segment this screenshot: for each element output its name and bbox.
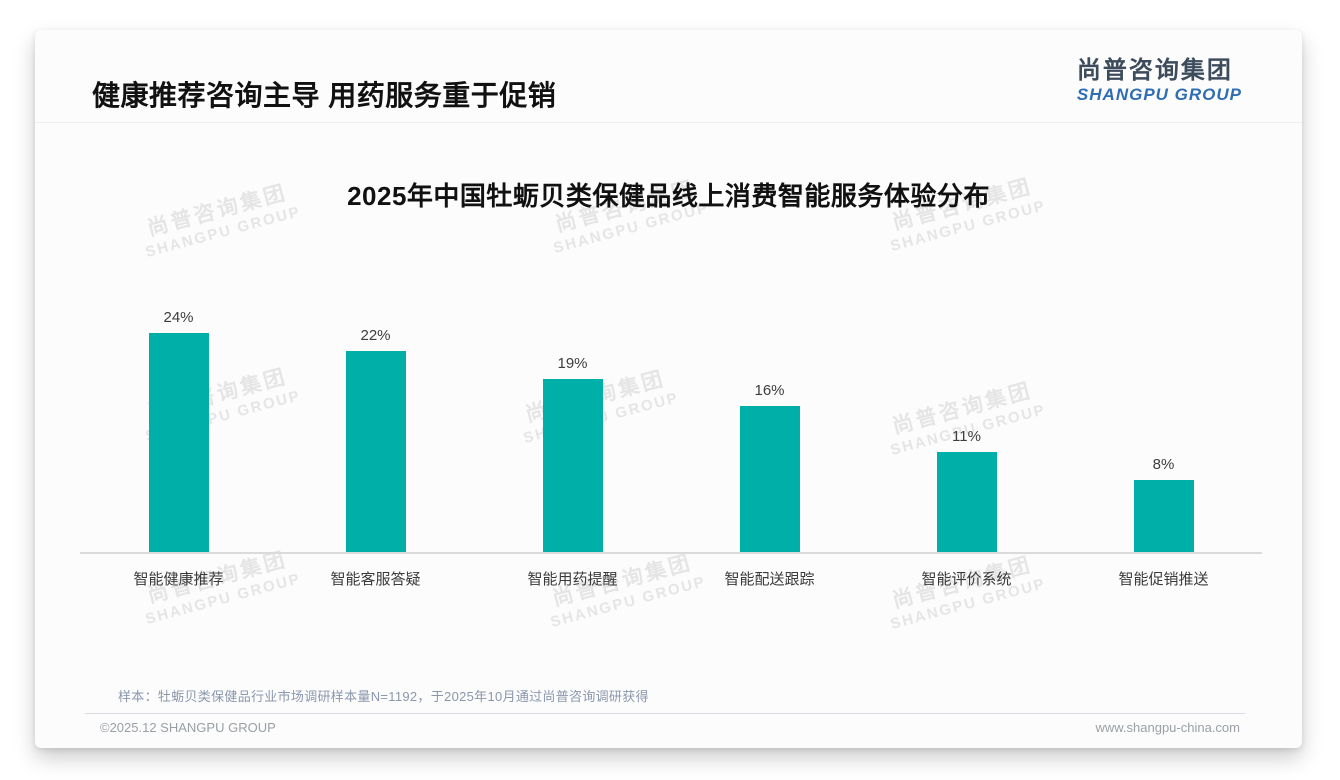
footer-divider bbox=[85, 713, 1245, 714]
bar bbox=[345, 351, 406, 553]
title-divider bbox=[35, 122, 1302, 123]
chart-title: 2025年中国牡蛎贝类保健品线上消费智能服务体验分布 bbox=[347, 181, 990, 211]
bar-category-label: 智能评价系统 bbox=[921, 571, 1012, 588]
bar bbox=[1133, 480, 1194, 553]
bar-value-label: 11% bbox=[952, 428, 981, 445]
bar bbox=[936, 452, 997, 553]
logo-chinese-text: 尚普咨询集团 bbox=[1076, 57, 1233, 84]
logo-english-text: SHANGPU GROUP bbox=[1076, 85, 1242, 105]
x-axis-line bbox=[80, 552, 1262, 554]
bar-value-label: 19% bbox=[557, 355, 588, 372]
bar-value-label: 24% bbox=[163, 309, 194, 326]
copyright-text: ©2025.12 SHANGPU GROUP bbox=[100, 720, 276, 735]
bar-value-label: 16% bbox=[754, 382, 785, 399]
bar-category-label: 智能健康推荐 bbox=[133, 571, 224, 588]
bar-category-label: 智能客服答疑 bbox=[330, 571, 421, 588]
bar bbox=[148, 333, 209, 553]
bar-value-label: 22% bbox=[360, 327, 391, 344]
page-title: 健康推荐咨询主导 用药服务重于促销 bbox=[92, 80, 557, 111]
bar-column: 24% bbox=[80, 309, 277, 553]
website-url: www.shangpu-china.com bbox=[1095, 720, 1240, 735]
bar-column: 11% bbox=[868, 428, 1065, 553]
category-axis-labels: 智能健康推荐 智能客服答疑 智能用药提醒 智能配送跟踪 智能评价系统 智能促销推送 bbox=[80, 568, 1262, 589]
bar-column: 22% bbox=[277, 327, 474, 553]
company-logo: 尚普咨询集团 SHANGPU GROUP bbox=[1076, 57, 1242, 105]
bar bbox=[739, 406, 800, 553]
bar-column: 16% bbox=[671, 382, 868, 553]
bar-category-label: 智能促销推送 bbox=[1118, 571, 1209, 588]
bar-column: 19% bbox=[474, 355, 671, 553]
bar-chart: 24% 22% 19% 16% 11% 8% bbox=[80, 283, 1262, 553]
sample-note: 样本：牡蛎贝类保健品行业市场调研样本量N=1192，于2025年10月通过尚普咨… bbox=[118, 689, 649, 704]
bar-value-label: 8% bbox=[1152, 456, 1175, 473]
bar-column: 8% bbox=[1065, 456, 1262, 553]
bar-category-label: 智能配送跟踪 bbox=[724, 571, 815, 588]
content-card: 健康推荐咨询主导 用药服务重于促销 尚普咨询集团 SHANGPU GROUP 尚… bbox=[35, 30, 1302, 748]
bar bbox=[542, 379, 603, 553]
bar-category-label: 智能用药提醒 bbox=[527, 571, 618, 588]
